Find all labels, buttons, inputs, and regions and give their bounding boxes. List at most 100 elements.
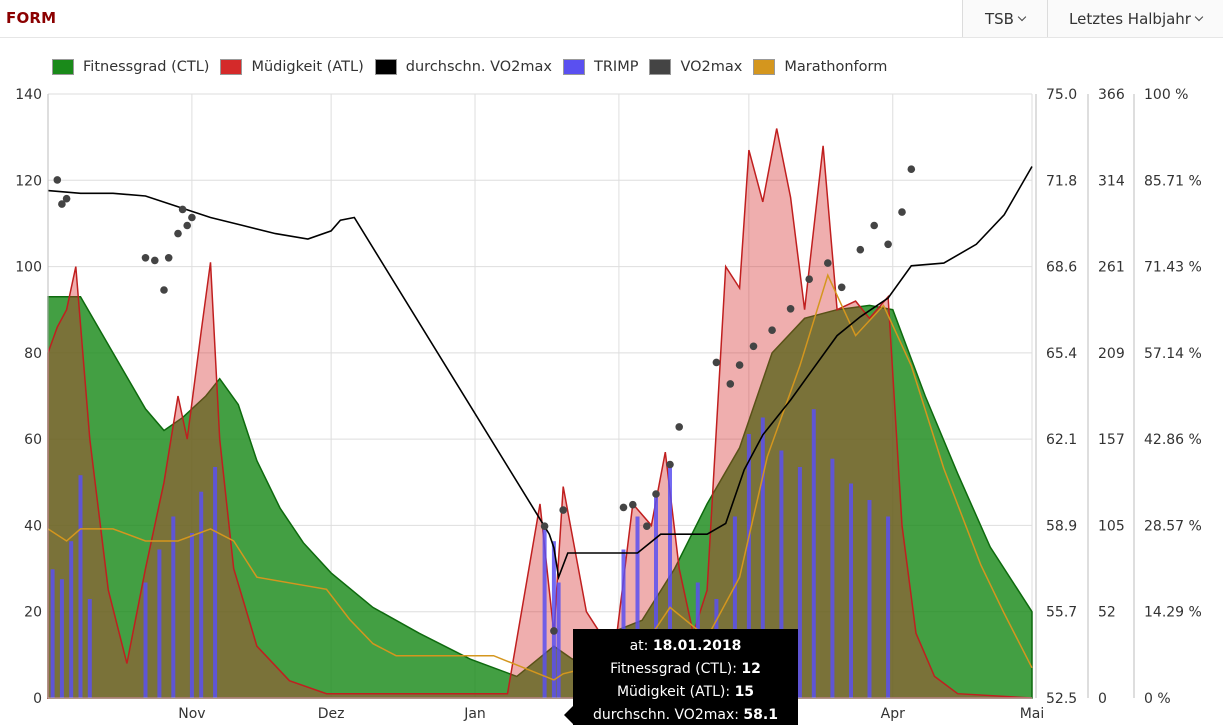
vo2max-point (178, 205, 187, 214)
trimp-bar (830, 458, 835, 698)
chart-legend: Fitnessgrad (CTL) Müdigkeit (ATL) durchs… (52, 57, 898, 77)
vo2-axis-tick-label: 75.0 (1046, 87, 1077, 103)
x-tick-label: Apr (881, 706, 905, 722)
tooltip-date: 18.01.2018 (652, 638, 742, 654)
vo2max-point (629, 500, 637, 509)
tooltip-ctl: 12 (741, 661, 761, 677)
legend-item-trimp[interactable]: TRIMP (563, 59, 638, 75)
trimp-bar (59, 579, 64, 698)
tooltip-atl: 15 (734, 684, 755, 700)
metric-dropdown-label: TSB (985, 9, 1014, 28)
trimp-bar (50, 569, 55, 698)
legend-label: Marathonform (784, 59, 888, 75)
trimp-bar (746, 434, 751, 698)
trimp-bar (189, 533, 194, 698)
vo2max-point (188, 213, 196, 222)
tooltip-vo2-row: durchschn. VO2max: 58.1 (573, 704, 798, 727)
legend-item-ctl[interactable]: Fitnessgrad (CTL) (52, 59, 209, 75)
trimp-bar (668, 467, 672, 698)
vo2max-point (550, 627, 558, 635)
legend-swatch (649, 59, 672, 75)
trimp-bar (69, 541, 74, 698)
tooltip-date-row: at: 18.01.2018 (573, 635, 798, 658)
series-ctl-area (47, 296, 1033, 699)
percent-axis-tick-label: 28.57 % (1144, 518, 1202, 534)
x-tick-label: Jan (463, 706, 486, 722)
trimp-bar (143, 582, 148, 698)
vo2max-point (870, 221, 878, 230)
trimp-bar (886, 516, 891, 698)
legend-label: TRIMP (594, 59, 639, 75)
legend-label: Müdigkeit (ATL) (251, 59, 364, 75)
y-tick-label-left: 20 (24, 605, 42, 621)
range-dropdown[interactable]: Letztes Halbjahr (1047, 0, 1223, 37)
vo2max-point (907, 165, 916, 173)
range-dropdown-label: Letztes Halbjahr (1069, 9, 1191, 28)
legend-swatch (220, 59, 243, 75)
trimp-bar (779, 450, 784, 698)
metric-dropdown[interactable]: TSB (962, 0, 1047, 37)
percent-axis-tick-label: 71.43 % (1144, 260, 1202, 276)
trimp-bar (811, 409, 816, 698)
vo2max-point (786, 305, 795, 313)
vo2max-point (652, 490, 660, 498)
tooltip-vo2-label: durchschn. VO2max: (593, 707, 739, 723)
trimp-bar (157, 549, 162, 698)
trimp-bar (867, 500, 872, 698)
y-tick-label-left: 100 (15, 260, 42, 276)
legend-label: VO2max (680, 59, 743, 75)
trimp-bar (760, 417, 765, 698)
header-bar: FORM TSB Letztes Halbjahr (0, 0, 1223, 38)
vo2max-point (884, 240, 892, 249)
legend-item-vo2max[interactable]: VO2max (649, 59, 742, 75)
legend-swatch (374, 59, 397, 75)
legend-item-avg-vo2max[interactable]: durchschn. VO2max (374, 59, 552, 75)
vo2-axis-tick-label: 55.7 (1046, 605, 1077, 621)
trimp-bar (199, 491, 204, 698)
trimp-bar (542, 524, 547, 698)
trimp-axis-tick-label: 157 (1098, 432, 1125, 448)
trimp-axis-tick-label: 261 (1098, 260, 1125, 276)
trimp-bar (87, 599, 92, 698)
trimp-bar (621, 549, 626, 698)
y-tick-label-left: 120 (15, 173, 42, 189)
vo2max-point (768, 326, 776, 335)
tooltip-date-label: at: (629, 638, 649, 654)
vo2-axis-tick-label: 58.9 (1046, 518, 1077, 534)
x-tick-label: Dez (318, 706, 345, 722)
percent-axis-tick-label: 85.71 % (1144, 173, 1202, 189)
percent-axis-tick-label: 42.86 % (1144, 432, 1202, 448)
y-tick-label-left: 140 (15, 87, 42, 103)
trimp-axis-tick-label: 52 (1098, 605, 1116, 621)
tooltip-atl-row: Müdigkeit (ATL): 15 (573, 681, 798, 704)
vo2max-point (726, 380, 735, 388)
y-tick-label-left: 0 (33, 691, 42, 707)
x-tick-label: Nov (178, 706, 205, 722)
vo2-axis-tick-label: 62.1 (1046, 432, 1077, 448)
trimp-axis-tick-label: 366 (1098, 87, 1125, 103)
percent-axis-tick-label: 100 % (1144, 87, 1188, 103)
tooltip-vo2: 58.1 (743, 707, 778, 723)
legend-item-marathonform[interactable]: Marathonform (753, 59, 887, 75)
vo2max-point (62, 194, 71, 203)
vo2max-point (805, 275, 813, 284)
vo2max-point (735, 361, 744, 369)
series-layer (47, 128, 1033, 699)
vo2max-point (160, 286, 168, 294)
vo2-axis-tick-label: 65.4 (1046, 346, 1077, 362)
y-tick-label-left: 40 (24, 518, 42, 534)
legend-item-atl[interactable]: Müdigkeit (ATL) (220, 59, 364, 75)
vo2-axis-tick-label: 52.5 (1046, 691, 1077, 707)
percent-axis-tick-label: 57.14 % (1144, 346, 1202, 362)
vo2max-point (675, 423, 683, 431)
series-marathonform-line (47, 273, 1033, 681)
legend-swatch (753, 59, 776, 75)
percent-axis-tick-label: 14.29 % (1144, 605, 1202, 621)
vo2-axis-tick-label: 68.6 (1046, 260, 1077, 276)
trimp-axis-tick-label: 209 (1098, 346, 1125, 362)
trimp-bar (551, 541, 556, 698)
vo2max-point (856, 245, 865, 254)
legend-label: Fitnessgrad (CTL) (83, 59, 210, 75)
